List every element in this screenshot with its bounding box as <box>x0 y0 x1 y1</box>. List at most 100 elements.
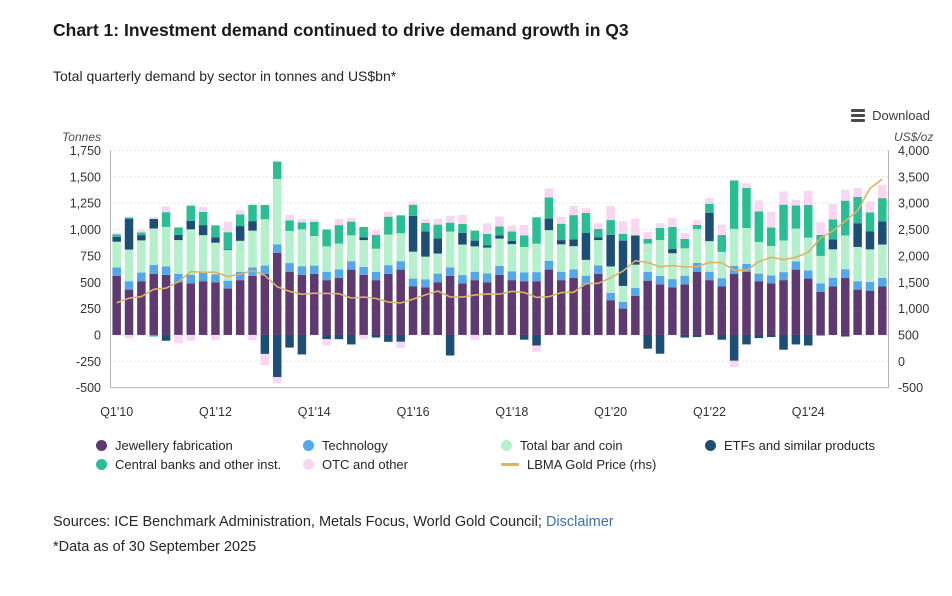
bar-segment[interactable] <box>161 334 171 341</box>
bar-segment[interactable] <box>594 273 603 335</box>
bar-segment[interactable] <box>384 216 393 235</box>
bar-segment[interactable] <box>260 219 270 266</box>
bar-segment[interactable] <box>137 235 146 241</box>
bar-segment[interactable] <box>680 238 689 249</box>
bar-segment[interactable] <box>384 234 393 266</box>
bar-segment[interactable] <box>149 264 158 274</box>
bar-segment[interactable] <box>186 229 196 275</box>
bar-segment[interactable] <box>260 334 270 354</box>
bar-segment[interactable] <box>594 240 603 266</box>
bar-segment[interactable] <box>408 204 418 216</box>
bar-segment[interactable] <box>841 200 850 236</box>
bar-segment[interactable] <box>248 334 257 341</box>
bar-segment[interactable] <box>655 284 665 335</box>
bar-segment[interactable] <box>260 273 270 335</box>
bar-segment[interactable] <box>729 180 739 229</box>
bar-segment[interactable] <box>186 283 196 335</box>
bar-segment[interactable] <box>865 231 875 250</box>
bar-segment[interactable] <box>482 233 492 246</box>
bar-segment[interactable] <box>828 219 838 240</box>
bar-segment[interactable] <box>532 272 541 282</box>
bar-segment[interactable] <box>828 249 838 278</box>
bar-segment[interactable] <box>482 282 492 335</box>
bar-segment[interactable] <box>803 270 813 279</box>
bar-segment[interactable] <box>705 271 714 281</box>
bar-segment[interactable] <box>458 215 467 224</box>
bar-segment[interactable] <box>853 246 862 282</box>
bar-segment[interactable] <box>865 212 875 232</box>
bar-segment[interactable] <box>223 280 233 289</box>
bar-segment[interactable] <box>458 223 467 233</box>
bar-segment[interactable] <box>729 360 739 368</box>
bar-segment[interactable] <box>791 205 801 229</box>
bar-segment[interactable] <box>198 225 208 236</box>
bar-segment[interactable] <box>618 308 628 335</box>
bar-segment[interactable] <box>742 188 751 229</box>
bar-segment[interactable] <box>569 206 578 216</box>
bar-segment[interactable] <box>334 334 344 340</box>
bar-segment[interactable] <box>643 272 652 281</box>
bar-segment[interactable] <box>112 241 121 268</box>
bar-segment[interactable] <box>433 238 443 254</box>
bar-segment[interactable] <box>433 218 443 225</box>
bar-segment[interactable] <box>235 226 245 241</box>
bar-segment[interactable] <box>643 280 652 335</box>
bar-segment[interactable] <box>322 280 331 335</box>
bar-segment[interactable] <box>445 275 455 335</box>
bar-segment[interactable] <box>841 278 850 335</box>
bar-segment[interactable] <box>779 280 788 335</box>
bar-segment[interactable] <box>248 267 257 276</box>
bar-segment[interactable] <box>211 237 220 243</box>
bar-segment[interactable] <box>396 261 405 270</box>
bar-segment[interactable] <box>519 281 529 335</box>
bar-segment[interactable] <box>668 279 677 288</box>
bar-segment[interactable] <box>458 283 467 335</box>
bar-segment[interactable] <box>569 239 578 247</box>
bar-segment[interactable] <box>507 271 517 281</box>
bar-segment[interactable] <box>211 242 220 275</box>
bar-segment[interactable] <box>803 334 813 346</box>
bar-segment[interactable] <box>643 334 652 349</box>
bar-segment[interactable] <box>272 178 282 245</box>
bar-segment[interactable] <box>285 214 294 221</box>
bar-segment[interactable] <box>766 211 776 228</box>
bar-segment[interactable] <box>421 279 430 288</box>
bar-segment[interactable] <box>816 291 825 335</box>
bar-segment[interactable] <box>791 199 801 206</box>
bar-segment[interactable] <box>310 273 319 335</box>
bar-segment[interactable] <box>174 240 183 274</box>
bar-segment[interactable] <box>878 244 887 278</box>
bar-segment[interactable] <box>581 208 591 214</box>
bar-segment[interactable] <box>470 271 480 281</box>
bar-segment[interactable] <box>507 244 517 272</box>
legend-item-etfs-and-similar-products[interactable]: ETFs and similar products <box>705 438 875 453</box>
bar-segment[interactable] <box>297 229 307 267</box>
bar-segment[interactable] <box>766 334 776 338</box>
bar-segment[interactable] <box>705 203 714 213</box>
bar-segment[interactable] <box>371 235 381 249</box>
bar-segment[interactable] <box>112 236 121 242</box>
bar-segment[interactable] <box>507 280 517 335</box>
bar-segment[interactable] <box>569 278 578 335</box>
bar-segment[interactable] <box>174 273 183 283</box>
bar-segment[interactable] <box>754 273 764 282</box>
bar-segment[interactable] <box>631 295 640 335</box>
bar-segment[interactable] <box>544 218 554 231</box>
bar-segment[interactable] <box>248 204 257 222</box>
bar-segment[interactable] <box>779 204 788 241</box>
bar-segment[interactable] <box>680 233 689 239</box>
bar-segment[interactable] <box>692 271 702 335</box>
bar-segment[interactable] <box>137 229 146 233</box>
bar-segment[interactable] <box>322 334 331 340</box>
bar-segment[interactable] <box>408 202 418 205</box>
bar-segment[interactable] <box>161 212 171 227</box>
bar-segment[interactable] <box>878 277 887 287</box>
bar-segment[interactable] <box>878 198 887 222</box>
bar-segment[interactable] <box>495 238 504 267</box>
bar-segment[interactable] <box>507 225 517 232</box>
bar-segment[interactable] <box>384 211 393 217</box>
bar-segment[interactable] <box>285 220 294 231</box>
bar-segment[interactable] <box>878 184 887 199</box>
bar-segment[interactable] <box>235 240 245 272</box>
bar-segment[interactable] <box>112 232 121 235</box>
